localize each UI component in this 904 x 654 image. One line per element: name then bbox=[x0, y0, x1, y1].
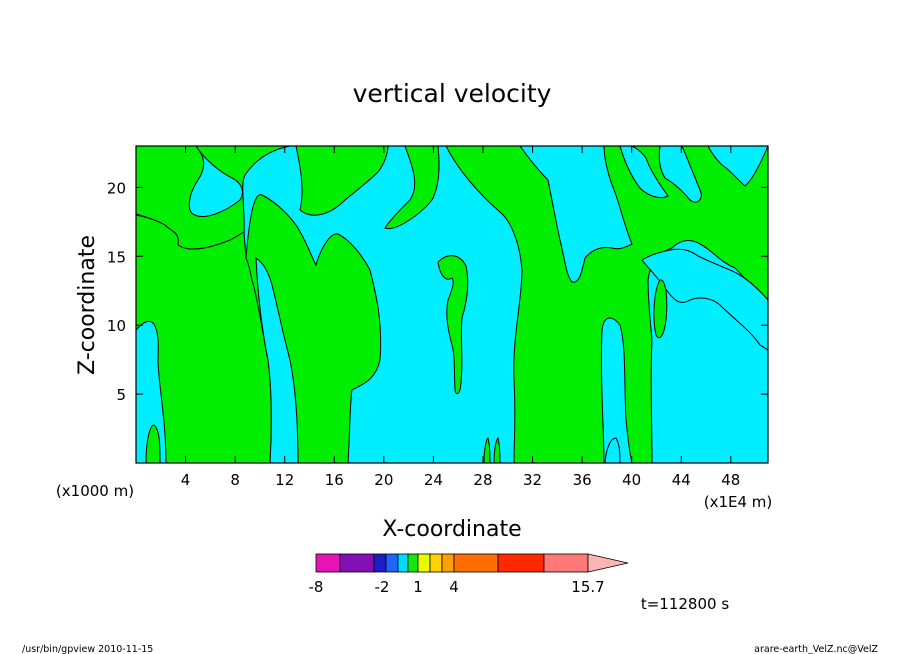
colorbar-segment bbox=[339, 553, 375, 573]
x-tick-label: 12 bbox=[275, 471, 294, 489]
colorbar-segment bbox=[417, 553, 431, 573]
footer-left: /usr/bin/gpview 2010-11-15 bbox=[22, 644, 153, 654]
positive-velocity-region bbox=[145, 424, 161, 463]
colorbar-segment bbox=[315, 553, 341, 573]
colorbar-segment bbox=[397, 553, 409, 573]
chart-title: vertical velocity bbox=[353, 79, 552, 108]
y-tick-label: 15 bbox=[107, 248, 126, 266]
x-tick-label: 28 bbox=[473, 471, 492, 489]
colorbar-tick-label: -8 bbox=[309, 578, 324, 596]
x-tick-label: 36 bbox=[573, 471, 592, 489]
plot-frame bbox=[135, 145, 769, 464]
x-axis-label: X-coordinate bbox=[382, 517, 521, 542]
positive-velocity-region bbox=[619, 146, 669, 199]
colorbar-segment bbox=[453, 553, 499, 573]
positive-velocity-region bbox=[653, 279, 668, 339]
x-tick-label: 40 bbox=[622, 471, 641, 489]
y-tick-label: 10 bbox=[107, 317, 126, 335]
footer-right: arare-earth_VelZ.nc@VelZ bbox=[754, 644, 878, 654]
x-tick-label: 44 bbox=[672, 471, 691, 489]
colorbar-arrow bbox=[587, 553, 629, 573]
positive-velocity-region bbox=[445, 146, 768, 463]
positive-velocity-region bbox=[437, 255, 469, 395]
positive-velocity-region bbox=[384, 146, 440, 230]
y-tick-label: 20 bbox=[107, 179, 126, 197]
colorbar-segment bbox=[407, 553, 419, 573]
x-unit-right-label: (x1E4 m) bbox=[704, 493, 773, 511]
colorbar-tick-label: 4 bbox=[449, 578, 459, 596]
positive-velocity-region bbox=[188, 146, 243, 217]
contour-fill-group bbox=[136, 146, 768, 463]
x-tick-label: 8 bbox=[230, 471, 240, 489]
colorbar-tick-label: -2 bbox=[375, 578, 390, 596]
y-tick-label: 5 bbox=[116, 386, 126, 404]
x-tick-label: 4 bbox=[181, 471, 191, 489]
x-tick-label: 48 bbox=[721, 471, 740, 489]
x-unit-left-label: (x1000 m) bbox=[56, 482, 134, 500]
colorbar-segment bbox=[429, 553, 443, 573]
colorbar-segment bbox=[385, 553, 399, 573]
x-tick-label: 20 bbox=[374, 471, 393, 489]
colorbar: -8 -2 1 4 15.7 bbox=[309, 553, 629, 596]
colorbar-segment bbox=[497, 553, 545, 573]
positive-velocity-region bbox=[604, 437, 621, 463]
positive-velocity-region bbox=[295, 146, 389, 216]
colorbar-segment bbox=[543, 553, 589, 573]
colorbar-segment bbox=[441, 553, 455, 573]
positive-velocity-region bbox=[136, 320, 167, 463]
positive-velocity-region bbox=[519, 146, 633, 283]
y-axis-label: Z-coordinate bbox=[75, 235, 100, 375]
colorbar-segment bbox=[373, 553, 387, 573]
x-tick-label: 32 bbox=[523, 471, 542, 489]
colorbar-tick-label: 15.7 bbox=[571, 578, 604, 596]
positive-velocity-region bbox=[641, 248, 768, 351]
x-axis-ticks: 4 8 12 16 20 24 28 32 36 40 44 48 bbox=[181, 146, 740, 489]
y-axis-ticks: 5 10 15 20 bbox=[107, 179, 768, 404]
x-tick-label: 16 bbox=[325, 471, 344, 489]
colorbar-tick-label: 1 bbox=[413, 578, 423, 596]
x-tick-label: 24 bbox=[424, 471, 443, 489]
positive-velocity-region bbox=[255, 257, 299, 463]
time-label: t=112800 s bbox=[641, 595, 729, 613]
positive-velocity-region bbox=[483, 437, 501, 463]
